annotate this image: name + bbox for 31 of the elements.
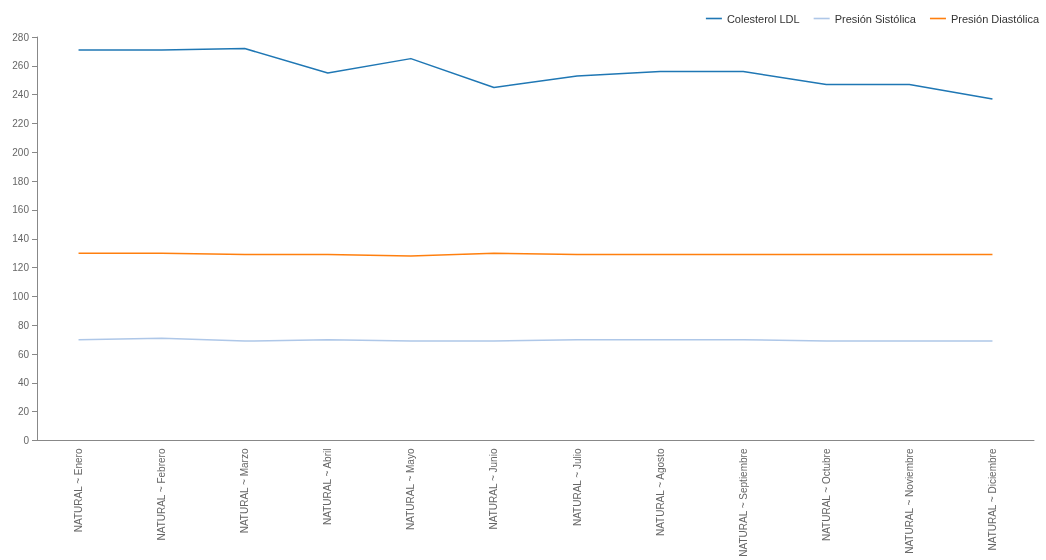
x-tick-label: NATURAL ~ Junio [488,448,500,530]
x-tick-label: NATURAL ~ Abril [322,448,334,525]
x-tick-label: NATURAL ~ Diciembre [986,448,998,551]
legend-label: Colesterol LDL [726,12,800,25]
y-tick-label: 200 [12,146,30,158]
y-tick-label: 0 [23,435,30,447]
x-tick-label: NATURAL ~ Marzo [239,448,251,534]
y-tick-label: 140 [12,233,30,245]
x-tick-label: NATURAL ~ Noviembre [903,448,915,554]
y-tick-label: 220 [12,117,30,129]
y-tick-label: 240 [12,89,30,101]
legend-label: Presión Diastólica [950,12,1040,25]
y-tick-label: 20 [17,406,30,418]
y-tick-label: 280 [12,31,30,43]
legend-label: Presión Sistólica [834,12,917,25]
line-series [77,47,994,100]
y-tick-label: 120 [12,262,30,274]
y-tick-label: 40 [17,377,30,389]
x-tick-label: NATURAL ~ Enero [73,448,85,533]
y-tick-label: 260 [12,60,30,72]
y-tick-label: 160 [12,204,30,216]
x-tick-label: NATURAL ~ Agosto [654,448,666,537]
y-tick-label: 60 [17,348,30,360]
y-tick-label: 180 [12,175,30,187]
y-tick-label: 100 [12,290,30,302]
x-tick-label: NATURAL ~ Octubre [820,448,832,542]
x-tick-label: NATURAL ~ Septiembre [737,448,749,557]
y-tick-label: 80 [17,319,30,331]
x-tick-label: NATURAL ~ Julio [571,448,583,527]
x-tick-label: NATURAL ~ Febrero [156,448,168,541]
x-tick-label: NATURAL ~ Mayo [405,448,417,530]
